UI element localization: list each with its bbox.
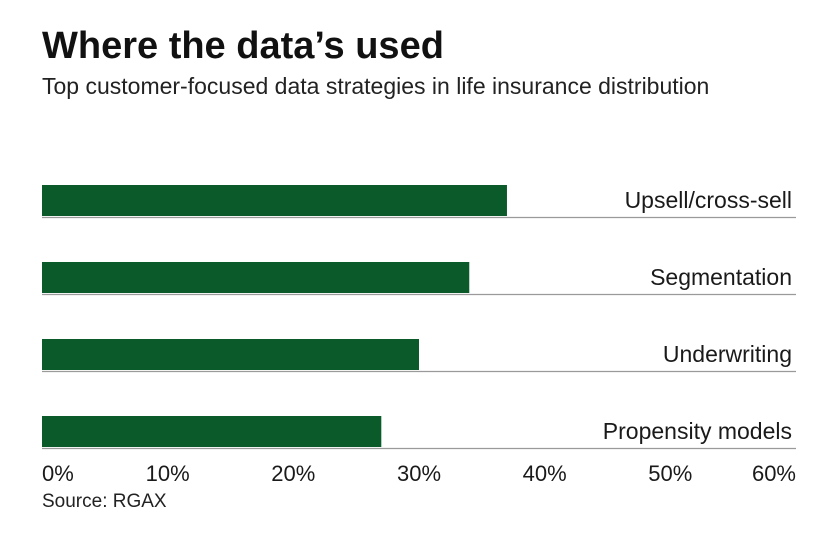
bar-3 (42, 416, 382, 447)
x-tick-label: 50% (648, 461, 692, 486)
x-tick-label: 60% (752, 461, 796, 486)
x-tick-label: 10% (146, 461, 190, 486)
bar-2 (42, 339, 419, 370)
x-tick-label: 0% (42, 461, 74, 486)
bar-1 (42, 262, 470, 293)
x-tick-label: 40% (523, 461, 567, 486)
category-label: Upsell/cross-sell (625, 187, 792, 213)
chart-subtitle: Top customer-focused data strategies in … (42, 73, 710, 99)
category-label: Segmentation (650, 264, 792, 290)
bar-0 (42, 185, 507, 216)
x-tick-label: 30% (397, 461, 441, 486)
chart-title: Where the data’s used (42, 25, 444, 67)
category-label: Propensity models (603, 418, 792, 444)
x-tick-label: 20% (271, 461, 315, 486)
category-label: Underwriting (663, 341, 792, 367)
source-note: Source: RGAX (42, 491, 167, 512)
